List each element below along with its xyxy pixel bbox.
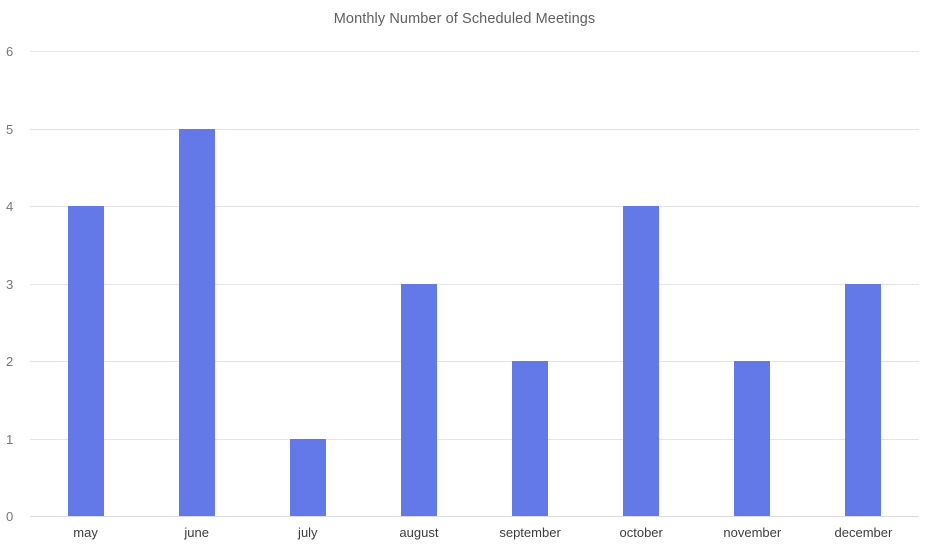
y-tick-label-2: 2 [6,354,14,369]
y-tick-label-6: 6 [6,44,14,59]
bar-december [845,283,882,516]
bar-october [623,206,660,516]
x-tick-label-december: december [834,525,893,540]
x-tick-label-august: august [399,525,439,540]
x-tick-label-june: june [184,525,209,540]
bar-june [178,128,215,516]
gridline-y2 [30,361,919,362]
bar-september [512,361,549,516]
y-tick-label-0: 0 [6,509,14,524]
y-tick-label-4: 4 [6,199,14,214]
bar-november [734,361,771,516]
chart-title: Monthly Number of Scheduled Meetings [333,11,596,27]
y-tick-label-1: 1 [6,431,14,447]
x-tick-label-september: september [499,525,561,540]
gridline-y1 [30,438,919,440]
plot-area [30,51,919,517]
x-tick-label-october: october [619,525,663,540]
gridline-y3 [30,283,919,285]
x-tick-label-may: may [73,525,98,540]
bar-july [289,438,326,516]
gridline-y5 [30,128,919,130]
y-tick-label-3: 3 [6,276,14,292]
bar-may [67,206,104,516]
x-tick-label-july: july [298,525,318,540]
y-tick-label-5: 5 [6,121,14,137]
gridline-y0 [30,516,919,517]
gridline-y4 [30,206,919,207]
x-tick-label-november: november [723,525,782,540]
bar-august [400,283,437,516]
gridline-y6 [30,51,919,52]
